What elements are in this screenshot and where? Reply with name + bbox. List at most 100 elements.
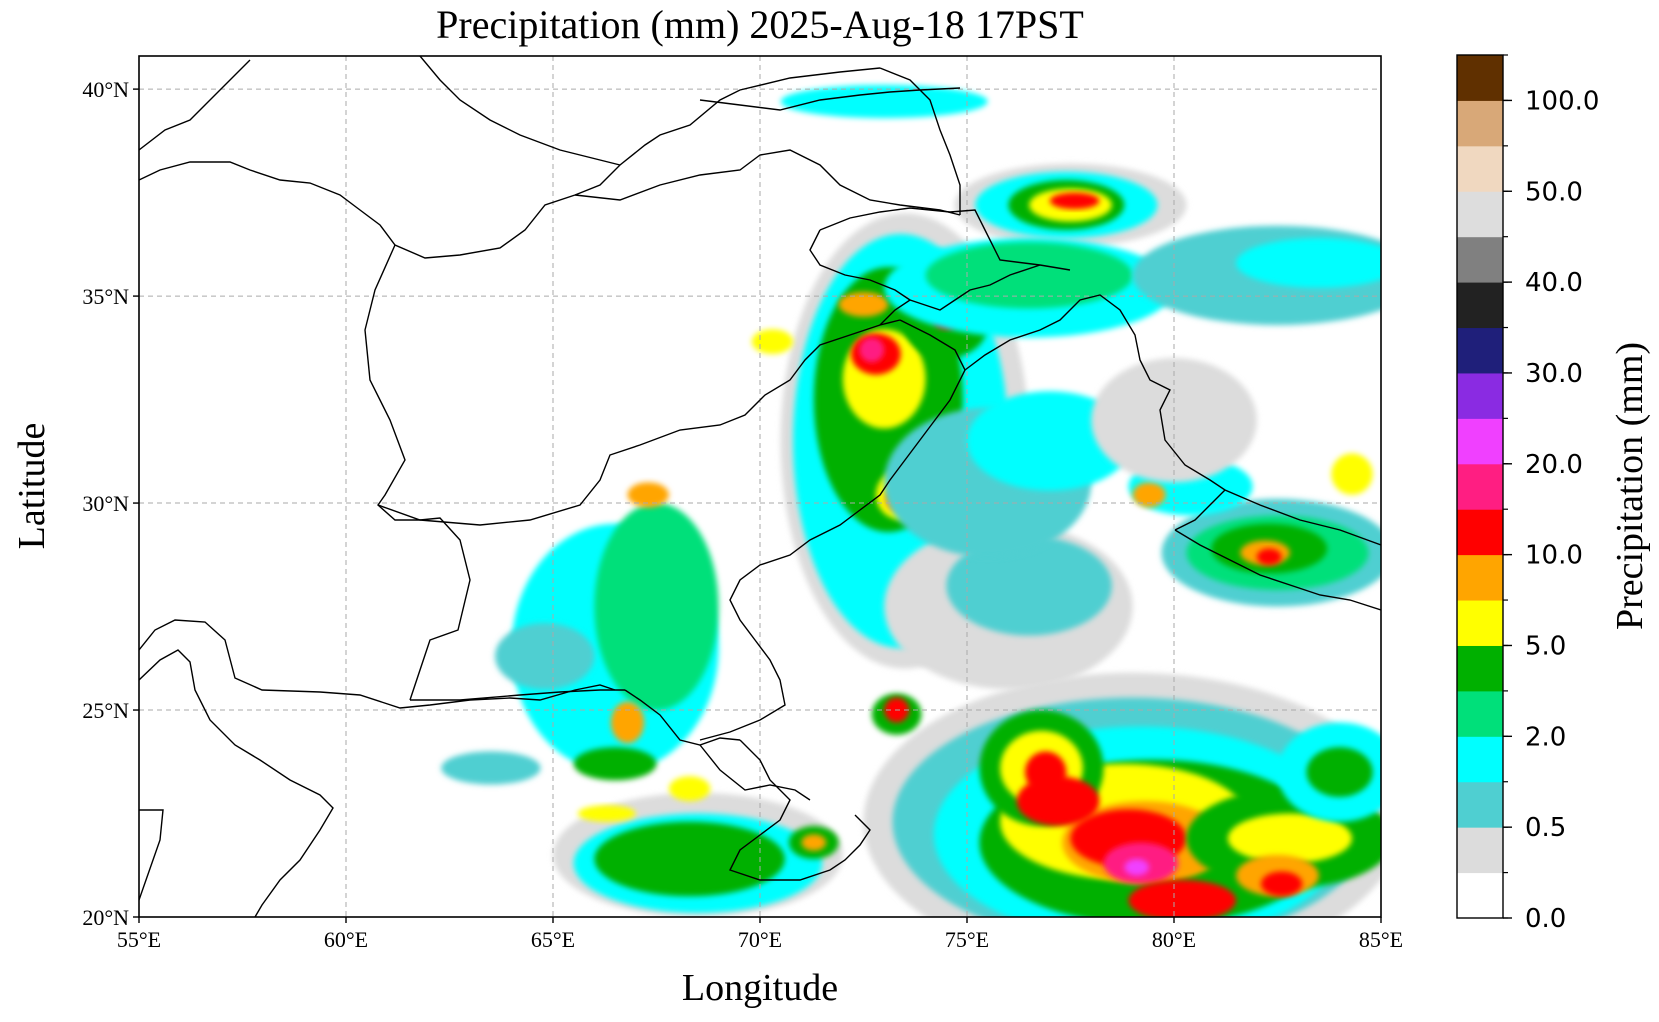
colorbar-band <box>1457 781 1503 828</box>
pak-coast <box>624 689 741 746</box>
precip-contour <box>946 536 1112 636</box>
kashmir-loc <box>879 264 1041 326</box>
precip-contour <box>1227 813 1353 864</box>
precip-contour <box>577 805 636 822</box>
wakhan-corridor <box>819 207 1071 271</box>
colorbar-frame <box>1456 54 1504 919</box>
precip-contour <box>573 747 657 781</box>
colorbar-band <box>1457 418 1503 465</box>
colorbar-band <box>1457 736 1503 783</box>
precip-contour <box>1236 238 1381 288</box>
colorbar-tick-label: 100.0 <box>1525 86 1599 116</box>
country-borders <box>139 56 1381 917</box>
precip-contour <box>967 391 1133 491</box>
precip-contour <box>1306 747 1373 797</box>
colorbar-tick-label: 20.0 <box>1525 450 1583 480</box>
y-tick-label: 40°N <box>82 77 129 102</box>
x-tick-label: 65°E <box>531 927 575 952</box>
colorbar-band <box>1457 145 1503 192</box>
china-india-border <box>964 294 1381 546</box>
afghan-north-border <box>574 149 961 216</box>
precip-contour <box>859 337 885 363</box>
precip-contour <box>1256 548 1282 566</box>
colorbar-band <box>1457 372 1503 419</box>
y-tick-label: 30°N <box>82 491 129 516</box>
colorbar-band <box>1457 236 1503 283</box>
colorbar-band <box>1457 509 1503 556</box>
colorbar-band <box>1457 282 1503 329</box>
precip-contour <box>1124 859 1150 876</box>
gilgit-loop <box>809 229 911 301</box>
precip-contour <box>838 291 889 317</box>
gridlines <box>139 56 1381 917</box>
colorbar-band <box>1457 645 1503 692</box>
colorbar-band <box>1457 554 1503 601</box>
iran-coast <box>139 619 616 709</box>
y-tick-label: 35°N <box>82 284 129 309</box>
map-title: Precipitation (mm) 2025-Aug-18 17PST <box>436 2 1084 47</box>
turkmen-uzbek-border <box>419 56 621 166</box>
x-tick-label: 55°E <box>117 927 161 952</box>
x-tick-label: 80°E <box>1152 927 1196 952</box>
precip-contour <box>594 503 719 711</box>
arabia-border <box>139 809 164 901</box>
x-tick-label: 75°E <box>945 927 989 952</box>
colorbar: 0.0 0.5 2.0 5.0 10.0 20.0 30.0 40.0 50.0 100.0 <box>1456 54 1599 934</box>
precip-contour <box>751 329 794 355</box>
colorbar-band <box>1457 55 1503 101</box>
y-axis-label: Latitude <box>11 423 53 550</box>
precip-contour <box>1128 879 1237 917</box>
precip-contour <box>441 751 541 785</box>
precip-contour <box>1049 192 1100 210</box>
colorbar-tick-label: 50.0 <box>1525 177 1583 207</box>
turkmen-caspian <box>139 59 251 151</box>
plot-area <box>138 55 1382 918</box>
colorbar-band <box>1457 872 1503 919</box>
precip-contour <box>1132 482 1166 508</box>
precip-contour <box>495 623 595 690</box>
colorbar-band <box>1457 827 1503 874</box>
precip-contour <box>801 834 827 851</box>
colorbar-label: Precipitation (mm) <box>1609 342 1651 630</box>
colorbar-tick-label: 40.0 <box>1525 268 1583 298</box>
precip-contour <box>1331 453 1373 495</box>
afghan-pak-border <box>377 319 901 526</box>
precip-contour <box>627 482 669 508</box>
colorbar-tick-label: 5.0 <box>1525 631 1566 661</box>
colorbar-tick-label: 0.5 <box>1525 813 1566 843</box>
colorbar-tick-label: 10.0 <box>1525 541 1583 571</box>
colorbar-tick-label: 0.0 <box>1525 904 1566 934</box>
colorbar-tick-label: 30.0 <box>1525 359 1583 389</box>
y-tick-label: 20°N <box>82 905 129 930</box>
oman-coastline <box>139 649 334 917</box>
tajik-china-border <box>879 67 961 215</box>
x-tick-label: 70°E <box>738 927 782 952</box>
iran-north-border <box>139 67 881 259</box>
x-axis-ticks: 55°E 60°E 65°E 70°E 75°E 80°E 85°E <box>117 917 1403 952</box>
y-axis-ticks: 20°N 25°N 30°N 35°N 40°N <box>82 77 139 930</box>
colorbar-band <box>1457 191 1503 238</box>
precip-contour <box>668 776 711 802</box>
x-tick-label: 85°E <box>1359 927 1403 952</box>
kutch-outline <box>699 744 811 801</box>
iran-afghan-border <box>364 244 471 701</box>
pak-india-border <box>699 319 966 741</box>
precip-contour <box>780 84 988 119</box>
kyrgyz-border <box>699 87 961 111</box>
colorbar-band <box>1457 100 1503 147</box>
colorbar-tick-label: 2.0 <box>1525 722 1566 752</box>
colorbar-band <box>1457 327 1503 374</box>
colorbar-band <box>1457 600 1503 646</box>
precip-contour <box>1260 871 1303 897</box>
precip-contour <box>925 242 1133 309</box>
x-tick-label: 60°E <box>324 927 368 952</box>
colorbar-band <box>1457 690 1503 737</box>
nepal-south-border <box>1174 529 1381 611</box>
precip-contour <box>594 821 785 897</box>
x-axis-label: Longitude <box>682 967 838 1009</box>
pak-iran-south-border <box>410 689 625 701</box>
y-tick-label: 25°N <box>82 698 129 723</box>
colorbar-band <box>1457 463 1503 510</box>
precip-contour <box>610 701 645 744</box>
